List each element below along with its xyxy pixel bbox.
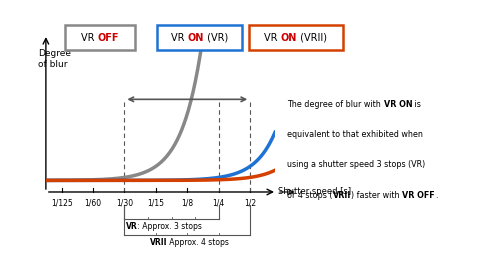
Text: 1/4: 1/4	[213, 199, 225, 208]
Text: VR: VR	[170, 33, 187, 43]
Text: VR: VR	[81, 33, 98, 43]
Text: or 4 stops (: or 4 stops (	[287, 191, 333, 200]
Text: Shutter speed [s]: Shutter speed [s]	[279, 188, 352, 196]
Text: (VR): (VR)	[204, 33, 228, 43]
Text: VR: VR	[126, 222, 138, 231]
Text: (VRII): (VRII)	[298, 33, 327, 43]
Text: ON: ON	[281, 33, 298, 43]
Text: .: .	[435, 191, 437, 200]
Text: VRII: VRII	[333, 191, 351, 200]
Text: equivalent to that exhibited when: equivalent to that exhibited when	[287, 130, 423, 139]
Text: 1/15: 1/15	[147, 199, 164, 208]
Text: OFF: OFF	[98, 33, 119, 43]
Text: : Approx. 3 stops: : Approx. 3 stops	[135, 222, 202, 231]
Text: VR OFF: VR OFF	[402, 191, 435, 200]
Text: VR: VR	[264, 33, 281, 43]
Text: : Approx. 4 stops: : Approx. 4 stops	[162, 237, 229, 247]
Text: Degree
of blur: Degree of blur	[38, 49, 71, 69]
Text: 1/30: 1/30	[116, 199, 133, 208]
Text: VRII: VRII	[150, 237, 167, 247]
Text: The degree of blur with: The degree of blur with	[287, 100, 384, 109]
Text: 1/125: 1/125	[51, 199, 72, 208]
Text: ON: ON	[187, 33, 204, 43]
Text: 1/8: 1/8	[181, 199, 193, 208]
Text: VR ON: VR ON	[384, 100, 412, 109]
Text: is: is	[412, 100, 421, 109]
Text: 1/60: 1/60	[85, 199, 101, 208]
Text: 1/2: 1/2	[244, 199, 256, 208]
Text: ) faster with: ) faster with	[351, 191, 402, 200]
Text: using a shutter speed 3 stops (VR): using a shutter speed 3 stops (VR)	[287, 160, 426, 169]
